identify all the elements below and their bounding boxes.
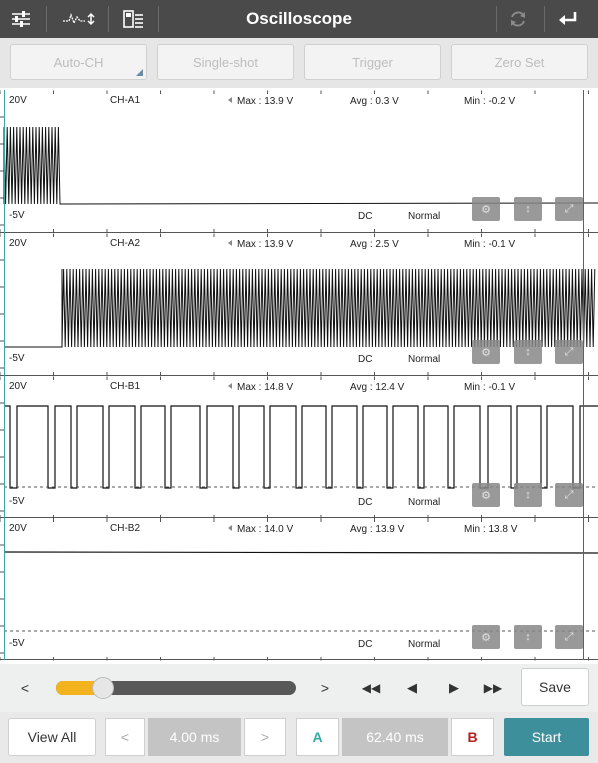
auto-ch-button[interactable]: Auto-CH: [10, 44, 147, 80]
scroll-left-button[interactable]: <: [20, 680, 30, 696]
volt-max-label: 20V: [9, 95, 27, 106]
timeline-slider[interactable]: [56, 677, 296, 699]
collapse-triangle-icon[interactable]: [228, 97, 232, 103]
channel-name-a1: CH-A1: [110, 95, 141, 106]
top-bar: Oscilloscope: [0, 0, 598, 38]
trigger-mode-label: Normal: [408, 497, 441, 508]
step-back-button[interactable]: ◀: [407, 680, 417, 695]
volt-min-label: -5V: [9, 496, 25, 507]
divider: [496, 6, 497, 32]
coupling-label: DC: [358, 639, 373, 650]
back-arrow-icon[interactable]: [553, 5, 583, 33]
sliders-icon[interactable]: [6, 5, 36, 33]
save-file-icon[interactable]: [118, 5, 148, 33]
move-icon[interactable]: ↕: [514, 197, 542, 221]
zero-set-label: Zero Set: [494, 54, 545, 70]
volt-min-label: -5V: [9, 353, 25, 364]
single-shot-button[interactable]: Single-shot: [157, 44, 294, 80]
page-title: Oscilloscope: [246, 9, 352, 28]
channel-name-b1: CH-B1: [110, 381, 141, 392]
slider-thumb[interactable]: [92, 677, 115, 699]
max-value: Max : 13.9 V: [237, 239, 294, 250]
channel-panel-b2: [0, 518, 598, 660]
timebase-value: 4.00 ms: [148, 718, 241, 756]
channel-panel-a2: [0, 233, 598, 376]
trigger-label: Trigger: [352, 54, 393, 70]
channel-panel-b1: [0, 376, 598, 518]
volt-max-label: 20V: [9, 238, 27, 249]
settings-icon[interactable]: ⚙: [472, 197, 500, 221]
trigger-mode-label: Normal: [408, 354, 441, 365]
settings-icon[interactable]: ⚙: [472, 483, 500, 507]
max-value: Max : 14.0 V: [237, 524, 294, 535]
trigger-mode-label: Normal: [408, 211, 441, 222]
move-icon[interactable]: ↕: [514, 483, 542, 507]
save-button[interactable]: Save: [521, 668, 589, 706]
avg-value: Avg : 2.5 V: [350, 239, 399, 250]
collapse-triangle-icon[interactable]: [228, 383, 232, 389]
view-all-button[interactable]: View All: [8, 718, 96, 756]
divider: [544, 6, 545, 32]
zero-set-button[interactable]: Zero Set: [451, 44, 588, 80]
min-value: Min : -0.2 V: [464, 96, 516, 107]
collapse-triangle-icon[interactable]: [228, 525, 232, 531]
min-value: Min : -0.1 V: [464, 239, 516, 250]
volt-min-label: -5V: [9, 210, 25, 221]
settings-icon[interactable]: ⚙: [472, 625, 500, 649]
waveform-icon[interactable]: [60, 5, 100, 33]
scroll-right-button[interactable]: >: [320, 680, 330, 696]
start-button[interactable]: Start: [504, 718, 589, 756]
mode-bar: Auto-CH Single-shot Trigger Zero Set: [0, 38, 598, 88]
collapse-triangle-icon[interactable]: [228, 240, 232, 246]
auto-ch-label: Auto-CH: [53, 54, 104, 70]
fast-rewind-button[interactable]: ◀◀: [361, 681, 381, 695]
avg-value: Avg : 12.4 V: [350, 382, 405, 393]
cursor-a-line[interactable]: [4, 90, 5, 660]
avg-value: Avg : 0.3 V: [350, 96, 399, 107]
move-icon[interactable]: ↕: [514, 625, 542, 649]
expand-icon[interactable]: ⤢: [555, 340, 583, 364]
expand-icon[interactable]: ⤢: [555, 197, 583, 221]
avg-value: Avg : 13.9 V: [350, 524, 405, 535]
divider: [46, 6, 47, 32]
corner-indicator: [136, 69, 143, 76]
channel-name-b2: CH-B2: [110, 523, 141, 534]
step-forward-button[interactable]: ▶: [449, 680, 459, 695]
trigger-button[interactable]: Trigger: [304, 44, 441, 80]
max-value: Max : 13.9 V: [237, 96, 294, 107]
coupling-label: DC: [358, 497, 373, 508]
channel-panel-a1: [0, 90, 598, 233]
channel-name-a2: CH-A2: [110, 238, 141, 249]
max-value: Max : 14.8 V: [237, 382, 294, 393]
min-value: Min : 13.8 V: [464, 524, 518, 535]
control-bar: < > ◀◀ ◀ ▶ ▶▶ Save: [0, 664, 598, 712]
settings-icon[interactable]: ⚙: [472, 340, 500, 364]
divider: [108, 6, 109, 32]
coupling-label: DC: [358, 211, 373, 222]
cursor-a-button[interactable]: A: [296, 718, 339, 756]
move-icon[interactable]: ↕: [514, 340, 542, 364]
fast-forward-button[interactable]: ▶▶: [483, 681, 503, 695]
expand-icon[interactable]: ⤢: [555, 483, 583, 507]
coupling-label: DC: [358, 354, 373, 365]
min-value: Min : -0.1 V: [464, 382, 516, 393]
slider-fill: [56, 681, 104, 695]
cursor-b-button[interactable]: B: [451, 718, 494, 756]
volt-min-label: -5V: [9, 638, 25, 649]
bottom-bar: View All < 4.00 ms > A 62.40 ms B Start: [0, 712, 598, 763]
refresh-icon[interactable]: [503, 5, 533, 33]
timebase-next-button[interactable]: >: [244, 718, 286, 756]
cursor-b-line[interactable]: [583, 90, 584, 660]
cursor-delta-value: 62.40 ms: [342, 718, 448, 756]
volt-max-label: 20V: [9, 523, 27, 534]
timebase-prev-button[interactable]: <: [105, 718, 145, 756]
single-shot-label: Single-shot: [192, 54, 259, 70]
divider: [158, 6, 159, 32]
volt-max-label: 20V: [9, 381, 27, 392]
trigger-mode-label: Normal: [408, 639, 441, 650]
expand-icon[interactable]: ⤢: [555, 625, 583, 649]
